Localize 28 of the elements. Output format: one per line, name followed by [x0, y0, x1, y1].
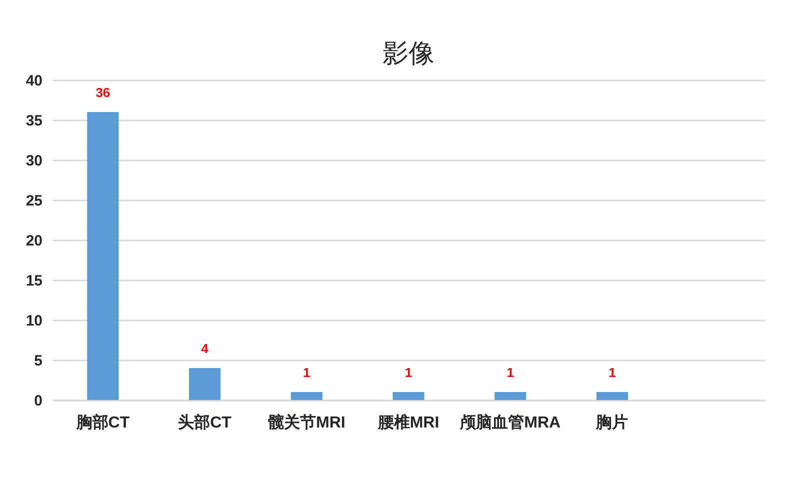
- y-tick-label: 15: [26, 272, 42, 290]
- chart-title: 影像: [382, 39, 434, 68]
- x-tick-label: 胸片: [595, 414, 628, 432]
- data-label: 1: [506, 365, 514, 380]
- data-label: 36: [96, 85, 110, 100]
- x-tick-label: 颅脑血管MRA: [459, 414, 562, 432]
- bar: [494, 392, 526, 400]
- y-tick-label: 10: [26, 312, 42, 330]
- data-label: 4: [201, 341, 210, 356]
- y-tick-label: 40: [26, 72, 42, 90]
- x-tick-label: 腰椎MRI: [376, 414, 440, 432]
- y-tick-label: 0: [34, 392, 42, 410]
- y-tick-label: 5: [34, 352, 42, 370]
- y-tick-label: 30: [26, 152, 42, 170]
- bar: [87, 112, 119, 400]
- x-tick-label: 头部CT: [178, 414, 232, 432]
- data-label: 1: [608, 365, 616, 380]
- bar: [596, 392, 628, 400]
- x-tick-label: 髋关节MRI: [268, 414, 346, 432]
- bar: [189, 368, 221, 400]
- data-label: 1: [303, 365, 310, 380]
- y-tick-label: 25: [26, 192, 42, 210]
- data-label: 1: [404, 365, 412, 380]
- x-tick-label: 胸部CT: [75, 414, 130, 432]
- bar: [290, 392, 322, 400]
- bar: [392, 392, 424, 400]
- y-tick-label: 35: [26, 112, 42, 130]
- y-tick-label: 20: [26, 232, 42, 250]
